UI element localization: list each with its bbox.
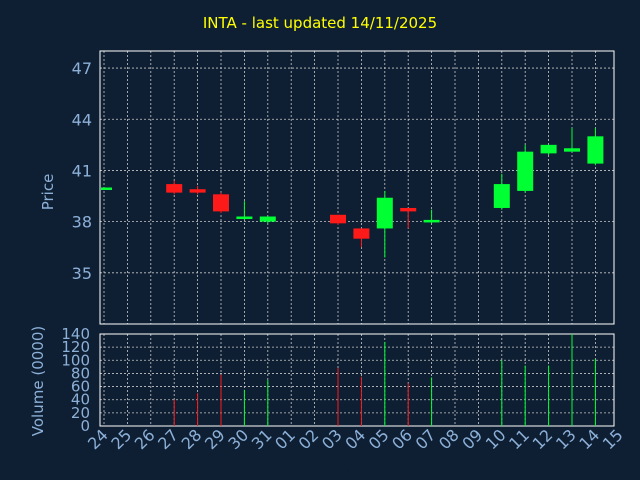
price-axis-label: Price [39,174,57,211]
chart-title: INTA - last updated 14/11/2025 [202,14,438,32]
candle-body [540,144,557,154]
volume-tick-label: 20 [71,404,90,422]
volume-tick-label: 120 [61,338,90,356]
candle-body [166,184,183,193]
volume-bars-layer [173,334,596,426]
price-frame-rect [99,50,615,325]
volume-tick-label: 80 [71,364,90,382]
x-tick-label: 15 [599,425,627,453]
candle-body [189,189,206,193]
candle-body [259,216,276,222]
candle-body [236,216,253,220]
candles-layer [101,127,604,258]
candle-body [517,151,534,191]
price-tick-label: 47 [72,59,92,78]
price-panel-frame [99,50,615,325]
candle-body [376,197,393,229]
volume-axis-label: Volume (0000) [29,326,47,436]
volume-panel-frame [99,333,615,427]
x-axis: 2425262728293031010203040506070809101112… [84,425,627,453]
candle-body [353,228,370,239]
candle-body [330,214,346,224]
volume-tick-label: 60 [71,378,90,396]
candle-body [493,184,510,208]
price-tick-label: 35 [72,264,92,283]
volume-tick-label: 40 [71,391,90,409]
candle-body [400,207,417,212]
volume-grid [100,333,614,427]
price-axis: 35 38 41 44 47 [72,59,92,283]
volume-tick-label: 0 [80,417,90,435]
volume-tick-label: 100 [61,351,90,369]
candle-body [101,187,112,190]
volume-frame-rect [99,333,615,427]
price-tick-label: 44 [72,110,92,129]
price-tick-label: 38 [72,213,92,232]
candle-body [213,194,229,212]
candle-body [587,136,604,164]
candle-body [564,148,580,152]
price-tick-label: 41 [72,161,92,180]
volume-tick-label: 140 [61,325,90,343]
x-axis-label: Day [334,460,362,476]
candle-body [423,219,440,223]
